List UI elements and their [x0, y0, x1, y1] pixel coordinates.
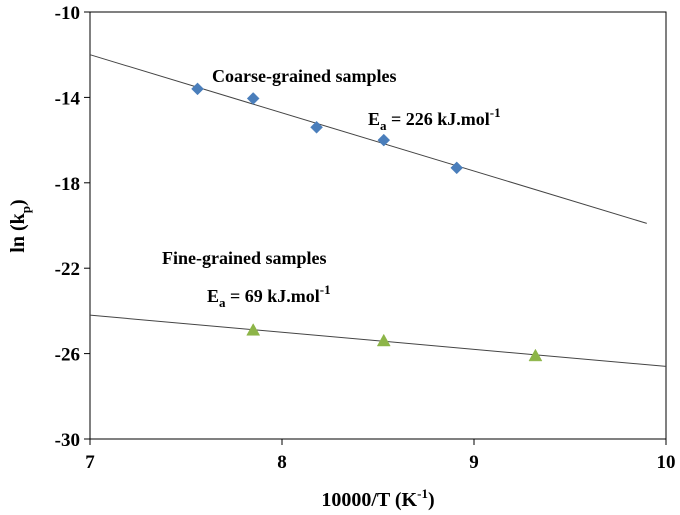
y-axis-title: ln (kp): [7, 199, 33, 252]
y-tick-label: -30: [55, 430, 80, 451]
x-tick-label: 9: [469, 452, 479, 473]
y-tick-label: -10: [55, 3, 80, 24]
coarse-activation-energy: Ea = 226 kJ.mol-1: [368, 105, 501, 133]
x-tick-label: 10: [657, 452, 676, 473]
data-points: [191, 82, 543, 362]
diamond-point: [377, 133, 391, 147]
diamond-point: [450, 161, 464, 175]
x-axis-title: 10000/T (K-1): [321, 486, 434, 511]
fine-activation-energy: Ea = 69 kJ.mol-1: [207, 282, 331, 310]
y-tick-label: -18: [55, 174, 80, 195]
triangle-point: [246, 323, 261, 336]
x-tick-label: 7: [85, 452, 95, 473]
y-tick-label: -14: [55, 88, 81, 109]
trend-line-diamond: [89, 54, 647, 224]
axis-ticks: 7 8 9 10 -10 -14 -18 -22 -26 -30: [55, 3, 676, 473]
trend-line-triangle: [89, 314, 667, 367]
fine-series-label: Fine-grained samples: [162, 248, 327, 268]
diamond-point: [310, 120, 323, 134]
diamond-point: [246, 92, 260, 105]
triangle-point: [376, 333, 391, 347]
coarse-series-label: Coarse-grained samples: [212, 66, 396, 86]
plot-area: [89, 11, 667, 440]
x-tick-label: 8: [277, 452, 287, 473]
triangle-point: [528, 348, 543, 362]
y-tick-label: -22: [55, 259, 80, 280]
diamond-point: [191, 82, 204, 96]
trend-lines: [89, 54, 667, 367]
y-tick-label: -26: [55, 345, 80, 366]
